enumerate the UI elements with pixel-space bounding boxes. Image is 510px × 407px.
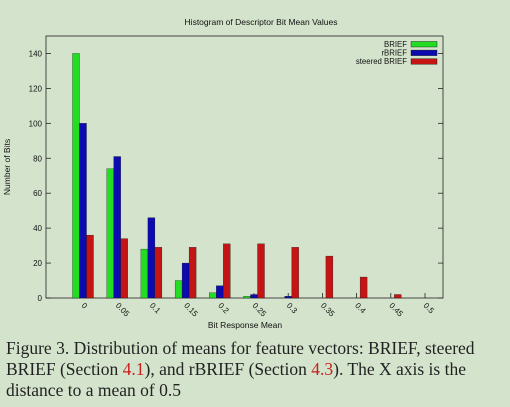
y-tick-label: 100 — [29, 119, 43, 128]
legend-label: rBRIEF — [381, 49, 407, 58]
bar-steered-brief — [120, 238, 128, 299]
y-tick-label: 140 — [29, 49, 43, 58]
bar-rbrief — [113, 156, 121, 299]
bar-steered-brief — [223, 243, 231, 299]
bar-steered-brief — [154, 247, 163, 299]
caption-text-end: ). The X axis is the distance to a mean … — [6, 359, 466, 400]
legend-label: steered BRIEF — [356, 57, 407, 66]
section-link-4-3[interactable]: 4.3 — [311, 359, 334, 379]
x-tick-label: 0.4 — [353, 301, 368, 316]
bar-steered-brief — [86, 234, 94, 299]
x-tick-label: 0.5 — [422, 301, 437, 316]
plot-frame — [45, 35, 444, 299]
y-tick-label: 40 — [33, 224, 42, 233]
x-tick-label: 0.3 — [285, 301, 300, 316]
x-tick-label: 0.25 — [251, 301, 269, 319]
legend-swatch — [410, 58, 438, 65]
bar-brief — [106, 168, 114, 299]
legend-swatch — [410, 49, 438, 56]
bar-rbrief — [79, 123, 87, 299]
legend-label: BRIEF — [384, 40, 407, 49]
bar-steered-brief — [325, 255, 334, 299]
bar-rbrief — [147, 217, 156, 299]
bar-steered-brief — [359, 276, 368, 299]
x-tick-label: 0.15 — [182, 301, 200, 319]
y-tick-label: 0 — [38, 294, 43, 303]
bar-brief — [174, 280, 183, 299]
bar-brief — [243, 296, 251, 299]
x-tick-label: 0 — [80, 301, 90, 311]
histogram-chart: Histogram of Descriptor Bit Mean Values … — [2, 17, 444, 330]
bar-steered-brief — [291, 247, 299, 299]
bar-steered-brief — [188, 247, 197, 299]
x-tick-label: 0.2 — [216, 301, 231, 316]
bar-rbrief — [284, 296, 292, 299]
x-tick-label: 0.05 — [114, 301, 132, 319]
caption-text-mid: ), and rBRIEF (Section — [144, 359, 312, 379]
x-tick-label: 0.45 — [387, 301, 405, 319]
bar-steered-brief — [257, 243, 265, 299]
legend-swatch — [410, 41, 438, 48]
figure-caption: Figure 3. Distribution of means for feat… — [6, 338, 506, 401]
y-tick-label: 120 — [29, 84, 43, 93]
bar-brief — [140, 248, 149, 299]
chart-title: Histogram of Descriptor Bit Mean Values — [185, 17, 338, 27]
y-tick-label: 20 — [33, 259, 42, 268]
y-axis-label: Number of Bits — [2, 139, 12, 195]
bar-brief — [209, 292, 217, 299]
x-tick-label: 0.35 — [319, 301, 337, 319]
y-tick-label: 80 — [33, 154, 42, 163]
bar-rbrief — [216, 285, 224, 299]
x-tick-label: 0.1 — [148, 301, 163, 316]
caption-text: Figure 3. Distribution of means for feat… — [6, 338, 475, 379]
x-axis-label: Bit Response Mean — [208, 320, 282, 330]
bar-brief — [72, 53, 80, 299]
bar-rbrief — [250, 294, 258, 299]
section-link-4-1[interactable]: 4.1 — [122, 359, 145, 379]
bar-steered-brief — [394, 294, 402, 299]
bar-rbrief — [181, 262, 190, 299]
y-tick-label: 60 — [33, 189, 42, 198]
